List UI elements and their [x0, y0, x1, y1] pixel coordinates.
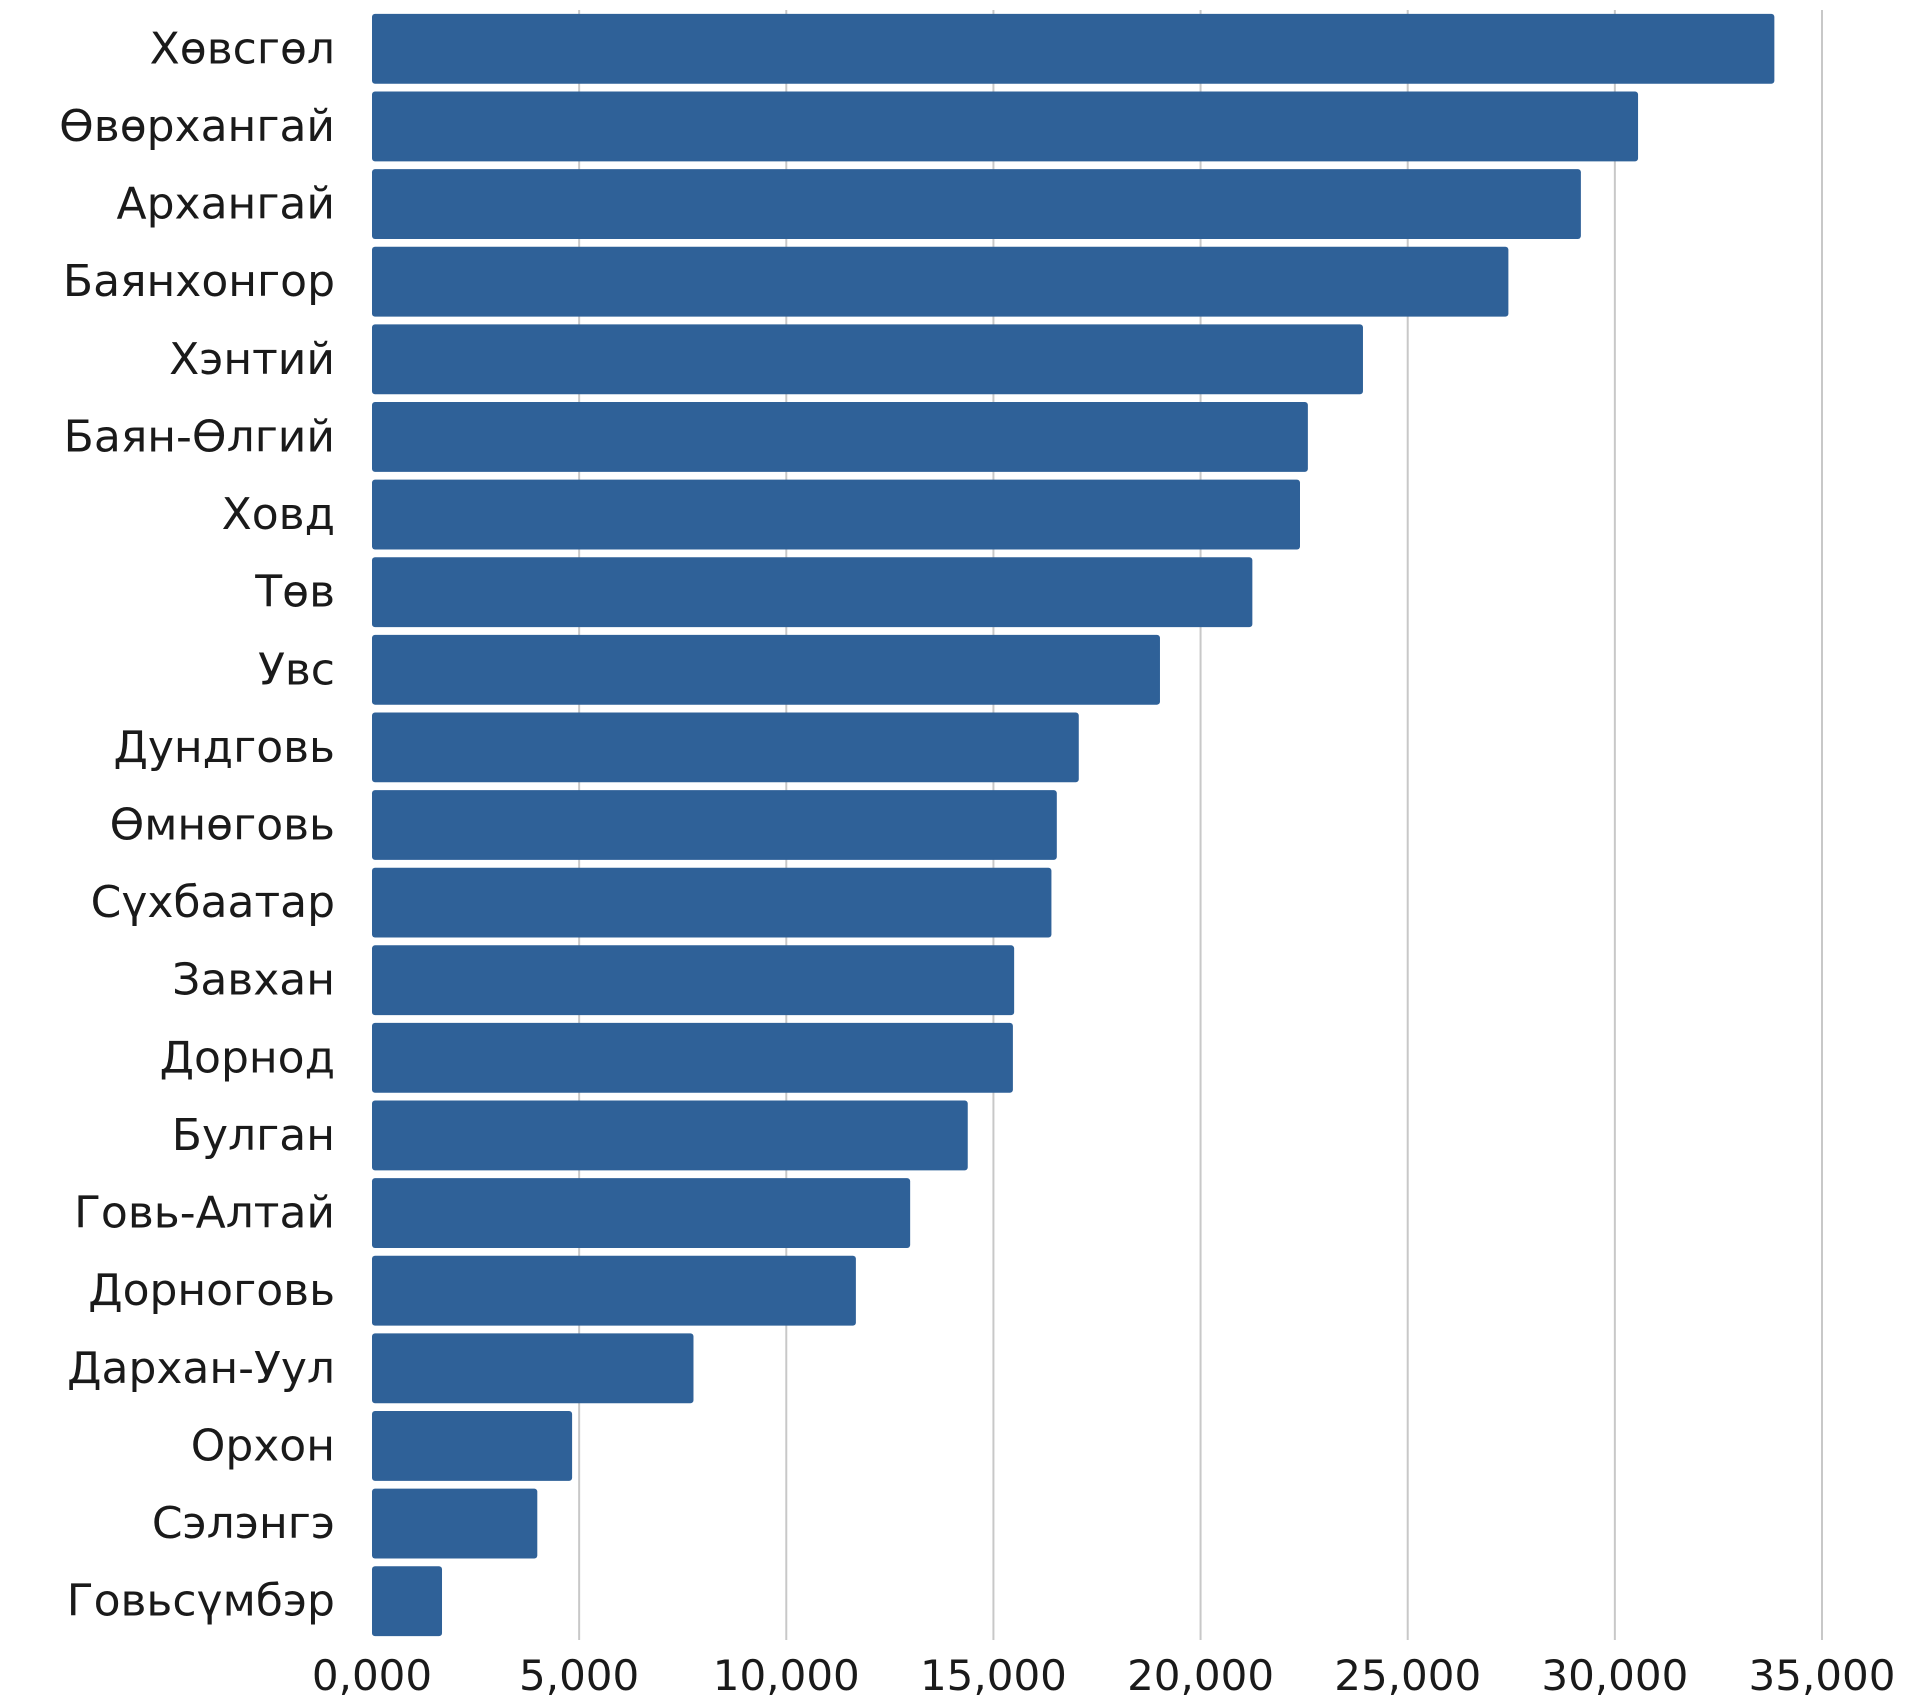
category-label: Баянхонгор — [63, 256, 335, 307]
category-label: Өмнөговь — [110, 800, 335, 851]
category-label: Баян-Өлгий — [64, 411, 335, 462]
x-tick-label: 5,000 — [519, 1651, 639, 1700]
bar — [372, 1333, 694, 1404]
x-tick-label: 0,000 — [312, 1651, 432, 1700]
category-label: Говьсүмбэр — [67, 1576, 335, 1627]
category-label: Булган — [172, 1110, 335, 1161]
bar — [372, 790, 1057, 860]
bar — [372, 867, 1052, 938]
x-tick-label: 15,000 — [920, 1651, 1067, 1700]
bars — [372, 13, 1775, 1637]
bar — [372, 169, 1581, 239]
bar — [372, 1488, 538, 1559]
category-label: Дархан-Уул — [67, 1343, 335, 1394]
category-label: Дундговь — [113, 722, 335, 773]
category-label: Хэнтий — [169, 334, 335, 385]
bar — [372, 1411, 573, 1481]
category-label: Говь-Алтай — [74, 1188, 335, 1239]
x-tick-label: 20,000 — [1127, 1651, 1274, 1700]
category-label: Завхан — [172, 955, 335, 1006]
bar — [372, 1566, 443, 1637]
category-label: Сүхбаатар — [91, 877, 335, 928]
bar — [372, 557, 1253, 628]
bar — [372, 634, 1160, 705]
category-label: Орхон — [191, 1420, 335, 1471]
category-label: Төв — [254, 567, 335, 618]
category-label: Хөвсгөл — [150, 23, 335, 74]
x-tick-label: 35,000 — [1749, 1651, 1896, 1700]
x-tick-labels: 0,000 5,000 10,000 15,000 20,000 25,000 30,000… — [312, 1651, 1896, 1700]
category-label: Архангай — [117, 179, 335, 230]
bar — [372, 1255, 856, 1326]
bar — [372, 246, 1509, 317]
category-label: Ховд — [222, 489, 335, 540]
category-labels: Хөвсгөл Өвөрхангай Архангай Баянхонгор Хэнти… — [59, 23, 335, 1626]
category-label: Өвөрхангай — [59, 101, 335, 152]
bar — [372, 401, 1308, 472]
bar — [372, 324, 1363, 395]
bar — [372, 1022, 1013, 1093]
category-label: Дорноговь — [88, 1265, 335, 1316]
category-label: Дорнод — [160, 1032, 335, 1083]
x-tick-label: 10,000 — [713, 1651, 860, 1700]
bar — [372, 479, 1300, 550]
x-tick-label: 30,000 — [1541, 1651, 1688, 1700]
category-label: Сэлэнгэ — [152, 1498, 335, 1549]
bar — [372, 712, 1079, 783]
bar — [372, 1100, 968, 1171]
bar — [372, 1178, 911, 1249]
category-label: Увс — [258, 644, 335, 695]
x-tick-label: 25,000 — [1334, 1651, 1481, 1700]
bar — [372, 945, 1015, 1016]
bar — [372, 13, 1775, 84]
bar — [372, 91, 1639, 162]
